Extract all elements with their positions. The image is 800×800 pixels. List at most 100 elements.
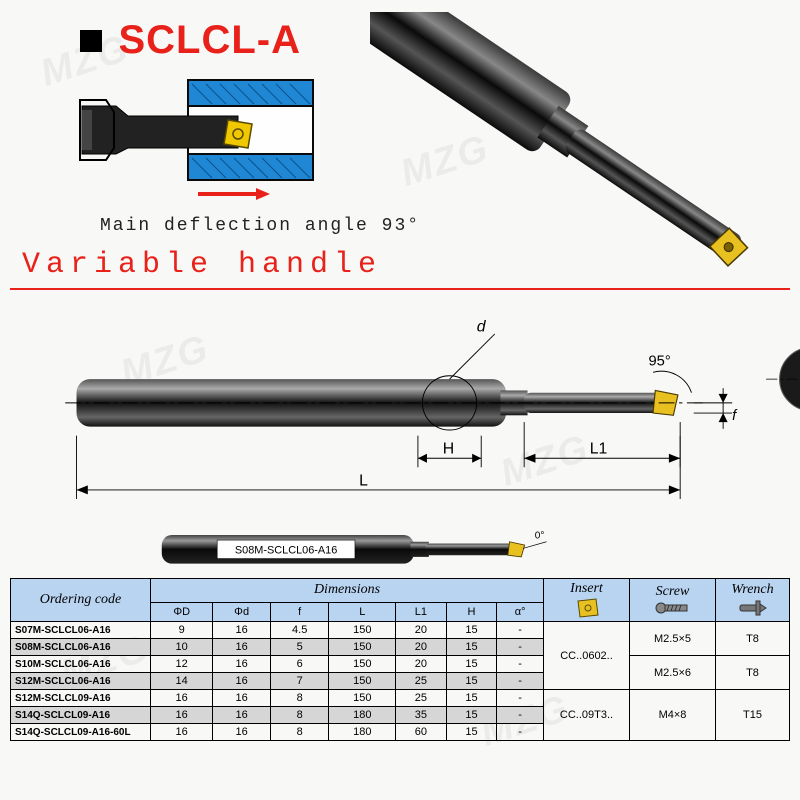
col-dimensions: Dimensions	[151, 579, 544, 603]
dim-H: H	[443, 441, 454, 458]
cell-f: 6	[270, 656, 329, 673]
wrench-icon	[738, 598, 768, 618]
cell-H: 15	[446, 724, 497, 741]
cell-f: 4.5	[270, 622, 329, 639]
cell-wrench: T8	[716, 656, 790, 690]
cell-L1: 20	[396, 656, 447, 673]
cell-d: 16	[213, 639, 271, 656]
cell-L: 150	[329, 690, 396, 707]
product-title: SCLCL-A	[118, 18, 301, 63]
cell-code: S08M-SCLCL06-A16	[11, 639, 151, 656]
dim-95: 95°	[649, 354, 671, 370]
cell-code: S14Q-SCLCL09-A16	[11, 707, 151, 724]
table-row: S12M-SCLCL09-A16161681502515-CC..09T3..M…	[11, 690, 790, 707]
col-screw-label: Screw	[656, 584, 690, 599]
cell-d: 16	[213, 707, 271, 724]
col-insert-label: Insert	[570, 581, 603, 596]
col-L: L	[329, 602, 396, 621]
cell-L: 150	[329, 622, 396, 639]
col-screw: Screw	[630, 579, 716, 622]
cell-code: S14Q-SCLCL09-A16-60L	[11, 724, 151, 741]
tool-photo	[370, 12, 790, 272]
cell-L1: 35	[396, 707, 447, 724]
cell-d: 16	[213, 656, 271, 673]
cell-D: 9	[151, 622, 213, 639]
cell-f: 8	[270, 690, 329, 707]
schematic-diagram	[78, 76, 318, 206]
cell-D: 16	[151, 690, 213, 707]
cell-code: S12M-SCLCL06-A16	[11, 673, 151, 690]
cell-screw: M2.5×5	[630, 622, 716, 656]
cell-code: S07M-SCLCL06-A16	[11, 622, 151, 639]
cell-a: -	[497, 622, 544, 639]
dim-f: f	[732, 408, 738, 424]
cell-D: 14	[151, 673, 213, 690]
dim-L1: L1	[590, 441, 608, 458]
spec-table: Ordering code Dimensions Insert Screw Wr…	[10, 578, 790, 741]
cell-H: 15	[446, 622, 497, 639]
cell-f: 5	[270, 639, 329, 656]
cell-a: -	[497, 707, 544, 724]
dimension-drawing: d H L L1 95° f a° Dmin	[20, 300, 800, 560]
cell-wrench: T15	[716, 690, 790, 741]
cell-L1: 25	[396, 690, 447, 707]
table-row: S07M-SCLCL06-A169164.51502015-CC..0602..…	[11, 622, 790, 639]
cell-H: 15	[446, 707, 497, 724]
col-wrench-label: Wrench	[731, 582, 773, 597]
dim-zero: 0°	[535, 530, 545, 541]
cell-L1: 25	[396, 673, 447, 690]
col-wrench: Wrench	[716, 579, 790, 622]
cell-D: 16	[151, 707, 213, 724]
dim-d: d	[477, 319, 487, 336]
col-H: H	[446, 602, 497, 621]
specimen-label: S08M-SCLCL06-A16	[235, 545, 337, 557]
table-row: S10M-SCLCL06-A16121661502015-M2.5×6T8	[11, 656, 790, 673]
spec-table-wrap: Ordering code Dimensions Insert Screw Wr…	[10, 578, 790, 741]
cell-D: 10	[151, 639, 213, 656]
cell-H: 15	[446, 656, 497, 673]
cell-d: 16	[213, 690, 271, 707]
col-a: α°	[497, 602, 544, 621]
cell-a: -	[497, 656, 544, 673]
col-D: ΦD	[151, 602, 213, 621]
screw-icon	[655, 600, 691, 616]
cell-L: 180	[329, 724, 396, 741]
cell-H: 15	[446, 673, 497, 690]
col-ordering: Ordering code	[11, 579, 151, 622]
cell-insert: CC..09T3..	[544, 690, 630, 741]
cell-insert: CC..0602..	[544, 622, 630, 690]
cell-L1: 20	[396, 639, 447, 656]
cell-a: -	[497, 690, 544, 707]
cell-L: 180	[329, 707, 396, 724]
cell-L: 150	[329, 639, 396, 656]
cell-code: S10M-SCLCL06-A16	[11, 656, 151, 673]
cell-H: 15	[446, 639, 497, 656]
col-d: Φd	[213, 602, 271, 621]
cell-L1: 20	[396, 622, 447, 639]
cell-d: 16	[213, 622, 271, 639]
cell-code: S12M-SCLCL09-A16	[11, 690, 151, 707]
title-bullet	[80, 30, 102, 52]
cell-D: 16	[151, 724, 213, 741]
specimen-bar: S08M-SCLCL06-A16 0°	[120, 530, 600, 572]
title-block: SCLCL-A	[80, 18, 301, 63]
cell-L1: 60	[396, 724, 447, 741]
cell-L: 150	[329, 673, 396, 690]
cell-H: 15	[446, 690, 497, 707]
cell-a: -	[497, 673, 544, 690]
col-insert: Insert	[544, 579, 630, 622]
cell-a: -	[497, 724, 544, 741]
divider-line	[10, 288, 790, 290]
cell-d: 16	[213, 673, 271, 690]
cell-screw: M2.5×6	[630, 656, 716, 690]
cell-wrench: T8	[716, 622, 790, 656]
cell-L: 150	[329, 656, 396, 673]
cell-d: 16	[213, 724, 271, 741]
insert-icon	[574, 597, 600, 619]
dim-L: L	[359, 472, 368, 489]
col-f: f	[270, 602, 329, 621]
cell-D: 12	[151, 656, 213, 673]
cell-f: 8	[270, 707, 329, 724]
col-L1: L1	[396, 602, 447, 621]
cell-f: 7	[270, 673, 329, 690]
